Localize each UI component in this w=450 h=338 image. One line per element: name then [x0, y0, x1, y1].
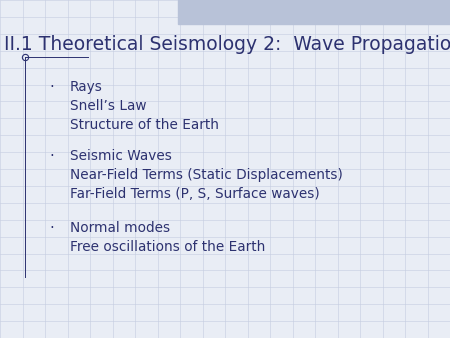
Text: II.1 Theoretical Seismology 2:  Wave Propagation: II.1 Theoretical Seismology 2: Wave Prop… — [4, 35, 450, 54]
Text: Seismic Waves: Seismic Waves — [70, 149, 171, 163]
Text: ·: · — [50, 80, 54, 95]
Bar — [178, 0, 450, 24]
Text: Rays: Rays — [70, 80, 103, 94]
Text: Structure of the Earth: Structure of the Earth — [70, 118, 219, 132]
Text: ·: · — [50, 149, 54, 164]
Text: Free oscillations of the Earth: Free oscillations of the Earth — [70, 240, 265, 254]
Text: Near-Field Terms (Static Displacements): Near-Field Terms (Static Displacements) — [70, 168, 342, 182]
Text: Far-Field Terms (P, S, Surface waves): Far-Field Terms (P, S, Surface waves) — [70, 187, 320, 201]
Text: Snell’s Law: Snell’s Law — [70, 99, 146, 113]
Text: ·: · — [50, 221, 54, 236]
Text: Normal modes: Normal modes — [70, 221, 170, 235]
